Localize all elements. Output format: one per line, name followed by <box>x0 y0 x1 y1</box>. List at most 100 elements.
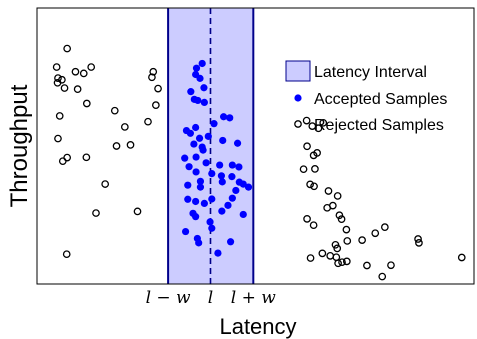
accepted-sample-point-38 <box>196 183 205 191</box>
accepted-sample-point-1 <box>192 64 201 72</box>
accepted-sample-point-25 <box>202 159 210 167</box>
rejected-sample-point-14 <box>82 99 91 108</box>
accepted-sample-point-16 <box>204 132 212 140</box>
rejected-sample-point-62 <box>342 257 351 266</box>
legend: Latency Interval Accepted Samples Reject… <box>285 60 447 134</box>
accepted-sample-point-46 <box>200 199 208 208</box>
accepted-sample-point-50 <box>239 210 247 219</box>
accepted-sample-point-47 <box>224 201 232 209</box>
accepted-sample-point-42 <box>228 194 236 202</box>
x-tick-label-1: l − w <box>146 288 191 308</box>
rejected-sample-point-2 <box>52 63 61 71</box>
accepted-sample-point-6 <box>187 88 195 96</box>
accepted-sample-point-44 <box>184 195 192 203</box>
rejected-sample-point-59 <box>318 249 327 258</box>
x-axis-label: Latency <box>219 314 296 339</box>
rejected-sample-point-55 <box>333 244 342 253</box>
rejected-sample-point-13 <box>60 84 69 92</box>
accepted-samples-series <box>181 59 253 257</box>
accepted-sample-point-40 <box>239 180 247 188</box>
rejected-sample-point-66 <box>387 261 395 270</box>
rejected-sample-point-54 <box>331 240 340 249</box>
accepted-sample-point-39 <box>232 186 240 195</box>
latency-interval-layer <box>167 8 255 284</box>
rejected-sample-point-26 <box>101 180 110 188</box>
plot-area <box>37 8 474 284</box>
rejected-sample-point-21 <box>126 141 135 149</box>
accepted-sample-point-20 <box>190 140 198 148</box>
accepted-sample-point-51 <box>192 213 200 221</box>
accepted-sample-point-5 <box>200 84 208 92</box>
rejected-sample-point-37 <box>311 165 319 173</box>
accepted-sample-point-10 <box>219 113 228 121</box>
accepted-sample-point-45 <box>192 197 200 206</box>
rejected-sample-point-53 <box>381 223 389 231</box>
accepted-sample-point-11 <box>226 114 234 122</box>
rejected-sample-point-11 <box>154 84 162 93</box>
rejected-sample-point-34 <box>303 142 311 151</box>
rejected-sample-point-10 <box>148 73 156 82</box>
accepted-sample-point-18 <box>219 136 227 145</box>
accepted-sample-point-12 <box>210 120 218 128</box>
rejected-sample-point-45 <box>335 211 344 220</box>
accepted-sample-point-43 <box>208 195 216 203</box>
legend-item-rejected-samples: Rejected Samples <box>294 117 444 134</box>
accepted-sample-point-58 <box>214 249 222 257</box>
accepted-sample-point-48 <box>218 207 226 215</box>
rejected-sample-point-5 <box>87 63 96 71</box>
rejected-sample-point-52 <box>371 229 380 238</box>
rejected-sample-point-64 <box>414 235 422 243</box>
accepted-sample-point-57 <box>226 238 235 246</box>
accepted-sample-point-54 <box>181 227 190 236</box>
x-tick-labels: l − w l l + w <box>146 288 277 308</box>
rejected-sample-point-44 <box>323 203 332 212</box>
rejected-sample-point-12 <box>73 85 82 93</box>
accepted-sample-point-2 <box>198 59 206 68</box>
rejected-sample-point-51 <box>358 236 366 244</box>
rejected-sample-point-28 <box>133 207 142 216</box>
accepted-sample-point-31 <box>208 170 216 178</box>
accepted-sample-point-4 <box>196 74 204 82</box>
rejected-sample-point-16 <box>152 101 160 110</box>
rejected-samples-series <box>52 44 466 281</box>
rejected-sample-point-36 <box>309 151 318 160</box>
rejected-sample-point-15 <box>55 112 64 120</box>
rejected-sample-point-19 <box>120 123 129 131</box>
rejected-sample-point-50 <box>343 237 352 245</box>
legend-label-latency-interval: Latency Interval <box>314 64 427 81</box>
accepted-sample-point-26 <box>216 161 224 169</box>
legend-interval-swatch <box>285 60 311 82</box>
rejected-sample-point-48 <box>309 221 318 230</box>
rejected-sample-point-3 <box>54 74 62 82</box>
plot-frame <box>36 7 475 285</box>
x-tick-label-2: l <box>208 288 213 308</box>
x-tick-label-3: l + w <box>231 288 276 308</box>
rejected-sample-point-63 <box>363 261 371 270</box>
rejected-sample-point-25 <box>112 142 121 150</box>
accepted-sample-point-28 <box>235 163 243 171</box>
rejected-sample-point-7 <box>79 69 88 78</box>
accepted-sample-point-41 <box>244 183 253 191</box>
rejected-sample-point-67 <box>378 272 387 281</box>
accepted-sample-point-34 <box>196 177 205 185</box>
accepted-sample-point-53 <box>208 224 216 232</box>
rejected-sample-point-8 <box>53 78 62 87</box>
legend-accepted-marker <box>294 94 302 102</box>
legend-rejected-marker <box>294 120 302 128</box>
rejected-sample-point-24 <box>82 153 91 162</box>
accepted-sample-point-23 <box>192 153 200 161</box>
rejected-sample-point-42 <box>333 192 342 200</box>
rejected-sample-point-60 <box>334 259 342 268</box>
rejected-sample-point-47 <box>303 215 311 223</box>
rejected-sample-point-65 <box>415 239 423 247</box>
accepted-sample-point-24 <box>181 154 189 162</box>
accepted-sample-point-22 <box>199 146 207 154</box>
rejected-sample-point-20 <box>54 134 62 143</box>
rejected-sample-point-30 <box>302 116 311 125</box>
accepted-sample-point-8 <box>200 98 208 106</box>
accepted-sample-point-15 <box>186 129 194 137</box>
rejected-sample-point-1 <box>63 44 72 53</box>
rejected-sample-point-29 <box>62 250 71 259</box>
accepted-sample-point-37 <box>184 181 192 189</box>
